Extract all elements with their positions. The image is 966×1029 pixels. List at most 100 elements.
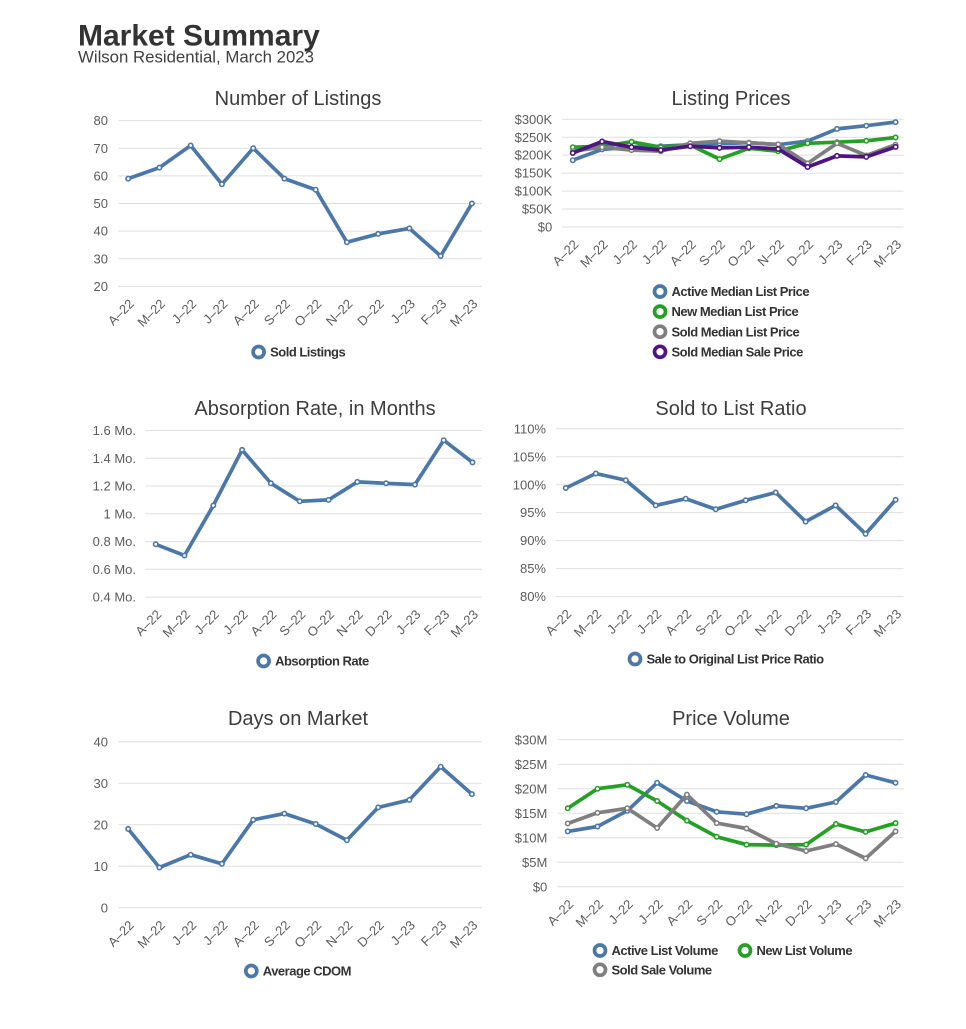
svg-text:Active Median List Price: Active Median List Price: [672, 284, 810, 299]
svg-text:J–22: J–22: [634, 606, 665, 637]
svg-text:Sale to Original List Price Ra: Sale to Original List Price Ratio: [647, 652, 825, 667]
svg-text:A–22: A–22: [663, 897, 695, 929]
svg-text:$30M: $30M: [515, 732, 548, 747]
svg-text:O–22: O–22: [721, 606, 754, 639]
svg-text:J–23: J–23: [814, 606, 845, 637]
svg-text:80: 80: [94, 113, 108, 128]
svg-text:Price Volume: Price Volume: [672, 708, 790, 730]
svg-text:60: 60: [94, 169, 108, 184]
svg-text:S–22: S–22: [261, 918, 293, 950]
svg-text:Number of Listings: Number of Listings: [215, 88, 382, 110]
svg-text:S–22: S–22: [696, 237, 728, 269]
svg-text:20: 20: [94, 279, 108, 294]
svg-text:S–22: S–22: [693, 897, 725, 929]
svg-text:S–22: S–22: [261, 296, 293, 328]
svg-text:A–22: A–22: [230, 918, 262, 950]
svg-text:M–23: M–23: [447, 918, 481, 952]
svg-text:0.4 Mo.: 0.4 Mo.: [93, 590, 136, 605]
svg-text:D–22: D–22: [782, 606, 815, 639]
svg-text:Sold Sale Volume: Sold Sale Volume: [612, 962, 712, 977]
svg-text:A–22: A–22: [105, 918, 137, 950]
svg-text:M–22: M–22: [160, 607, 194, 641]
svg-text:95%: 95%: [520, 505, 546, 520]
svg-text:D–22: D–22: [354, 296, 387, 329]
svg-text:85%: 85%: [520, 561, 546, 576]
svg-text:M–23: M–23: [448, 607, 482, 641]
svg-text:100%: 100%: [513, 477, 547, 492]
svg-text:M–22: M–22: [577, 237, 611, 271]
svg-text:Absorption Rate, in Months: Absorption Rate, in Months: [194, 398, 435, 420]
svg-text:J–22: J–22: [200, 918, 231, 949]
svg-text:O–22: O–22: [291, 296, 324, 329]
svg-text:O–22: O–22: [291, 918, 324, 951]
svg-text:F–23: F–23: [418, 296, 450, 328]
svg-text:New List Volume: New List Volume: [757, 943, 853, 958]
svg-text:1 Mo.: 1 Mo.: [103, 506, 136, 521]
svg-text:M–22: M–22: [134, 296, 168, 330]
svg-text:Wilson Residential, March 2023: Wilson Residential, March 2023: [78, 48, 314, 67]
svg-text:Market Summary: Market Summary: [78, 20, 320, 53]
svg-text:A–22: A–22: [132, 607, 164, 639]
svg-text:O–22: O–22: [304, 607, 337, 640]
svg-text:S–22: S–22: [276, 607, 308, 639]
svg-text:$50K: $50K: [522, 202, 553, 217]
svg-text:$200K: $200K: [515, 148, 553, 163]
svg-text:J–23: J–23: [814, 897, 845, 928]
svg-text:Sold to List Ratio: Sold to List Ratio: [655, 398, 806, 420]
svg-text:N–22: N–22: [333, 607, 366, 640]
svg-text:80%: 80%: [520, 589, 546, 604]
svg-text:N–22: N–22: [754, 237, 787, 270]
svg-text:30: 30: [94, 251, 108, 266]
svg-text:0.8 Mo.: 0.8 Mo.: [93, 534, 136, 549]
svg-text:20: 20: [94, 817, 108, 832]
svg-text:A–22: A–22: [549, 237, 581, 269]
svg-text:N–22: N–22: [323, 918, 356, 951]
svg-text:$20M: $20M: [515, 781, 548, 796]
svg-text:Absorption Rate: Absorption Rate: [275, 654, 369, 669]
svg-text:F–23: F–23: [843, 606, 875, 638]
svg-text:M–22: M–22: [573, 897, 607, 931]
svg-text:Sold Median List Price: Sold Median List Price: [672, 324, 800, 339]
svg-text:A–22: A–22: [667, 237, 699, 269]
svg-text:J–22: J–22: [200, 296, 231, 327]
svg-text:1.4 Mo.: 1.4 Mo.: [93, 451, 136, 466]
svg-text:$150K: $150K: [515, 166, 553, 181]
svg-text:$25M: $25M: [515, 757, 548, 772]
svg-text:M–22: M–22: [134, 918, 168, 952]
svg-text:30: 30: [94, 776, 108, 791]
svg-text:J–22: J–22: [191, 607, 222, 638]
svg-text:50: 50: [94, 196, 108, 211]
svg-text:J–23: J–23: [815, 237, 846, 268]
svg-text:$5M: $5M: [522, 855, 547, 870]
svg-text:M–23: M–23: [447, 296, 481, 330]
svg-text:J–23: J–23: [387, 918, 418, 949]
svg-text:$250K: $250K: [515, 130, 553, 145]
svg-text:$15M: $15M: [515, 806, 548, 821]
svg-text:O–22: O–22: [722, 897, 755, 930]
svg-text:J–22: J–22: [639, 237, 670, 268]
svg-text:J–22: J–22: [169, 296, 200, 327]
svg-text:10: 10: [94, 859, 108, 874]
svg-text:$0: $0: [538, 220, 552, 235]
svg-text:0: 0: [101, 900, 108, 915]
svg-text:M–22: M–22: [571, 606, 605, 640]
svg-text:A–22: A–22: [247, 607, 279, 639]
svg-text:J–22: J–22: [635, 897, 666, 928]
svg-text:Active List Volume: Active List Volume: [612, 943, 719, 958]
svg-text:F–23: F–23: [421, 607, 453, 639]
svg-text:Sold Listings: Sold Listings: [270, 345, 345, 360]
svg-text:F–23: F–23: [843, 237, 875, 269]
svg-text:D–22: D–22: [782, 897, 815, 930]
svg-text:D–22: D–22: [362, 607, 395, 640]
svg-text:J–23: J–23: [387, 296, 418, 327]
svg-text:Sold Median Sale Price: Sold Median Sale Price: [672, 344, 804, 359]
svg-text:J–22: J–22: [604, 606, 635, 637]
svg-text:A–22: A–22: [230, 296, 262, 328]
svg-text:N–22: N–22: [752, 897, 785, 930]
svg-text:N–22: N–22: [323, 296, 356, 329]
svg-text:A–22: A–22: [544, 897, 576, 929]
svg-text:J–22: J–22: [220, 607, 251, 638]
svg-text:D–22: D–22: [354, 918, 387, 951]
svg-text:0.6 Mo.: 0.6 Mo.: [93, 562, 136, 577]
svg-text:J–22: J–22: [610, 237, 641, 268]
